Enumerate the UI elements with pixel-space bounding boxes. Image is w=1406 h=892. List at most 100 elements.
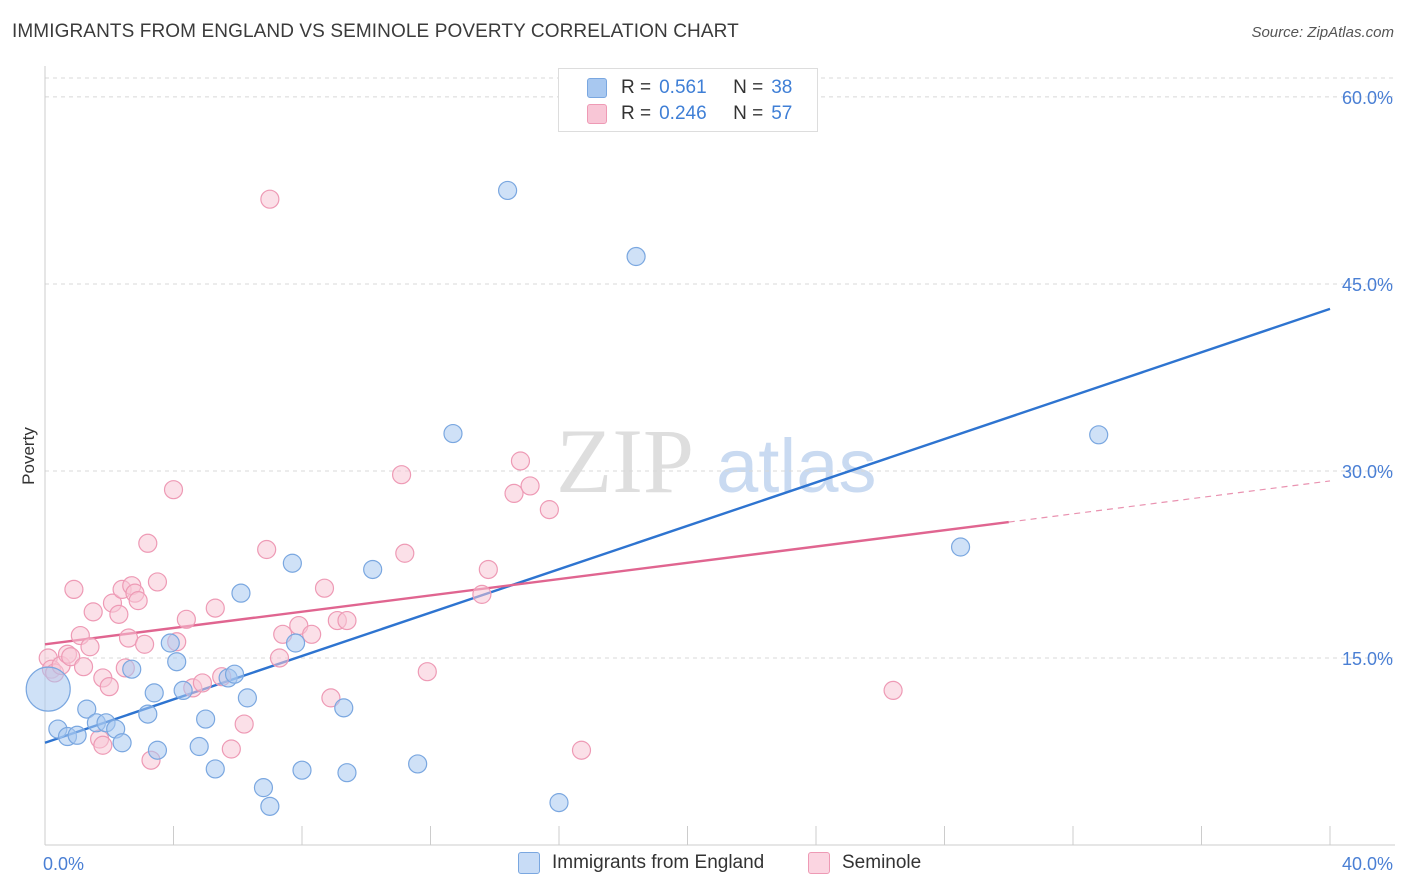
legend-n-value: 38 [771, 77, 793, 98]
data-point [443, 423, 463, 444]
data-point [417, 662, 437, 682]
data-point [257, 539, 277, 560]
data-point [292, 760, 312, 780]
data-point [138, 533, 158, 553]
trend-line [44, 307, 1331, 744]
data-point [269, 648, 290, 668]
data-point [883, 680, 903, 701]
legend-r-label: R = [621, 103, 652, 124]
data-point [67, 725, 87, 745]
data-point [109, 604, 129, 624]
data-point [196, 709, 216, 729]
data-point [192, 673, 213, 693]
legend-item-england[interactable]: Immigrants from England [518, 852, 764, 874]
trend-lines [44, 307, 1331, 744]
data-point [498, 180, 518, 201]
data-point [314, 578, 335, 598]
data-point [571, 740, 592, 760]
data-point [391, 465, 412, 485]
legend-n-label: N = [733, 103, 764, 124]
data-point [83, 602, 103, 622]
trend-line-extension [1008, 480, 1331, 523]
data-point [122, 659, 142, 679]
data-point [173, 680, 193, 701]
data-point [285, 633, 306, 653]
legend-item-seminole[interactable]: Seminole [808, 852, 921, 874]
data-point [520, 476, 540, 496]
data-point [128, 591, 148, 611]
data-point [77, 699, 97, 719]
data-point [231, 583, 251, 603]
data-point [253, 778, 274, 798]
data-point [539, 500, 559, 520]
data-points [25, 180, 1109, 816]
legend-label-seminole: Seminole [842, 852, 922, 873]
legend-r-value: 0.561 [659, 77, 707, 98]
legend-swatch-england [587, 78, 607, 98]
x-tick-label: 40.0% [1342, 854, 1393, 874]
data-point [282, 553, 302, 573]
legend-r-label: R = [621, 77, 652, 98]
axes [44, 66, 1395, 846]
data-point [478, 559, 498, 580]
gridlines [45, 77, 1395, 659]
data-point [224, 664, 245, 684]
data-point [408, 754, 428, 774]
watermark-atlas: atlas [716, 424, 877, 509]
y-tick-label: 15.0% [1342, 649, 1393, 669]
data-point [176, 609, 196, 629]
data-point [112, 733, 132, 753]
data-point [626, 246, 646, 267]
series-legend: Immigrants from England Seminole [0, 852, 1406, 878]
x-tick-label: 0.0% [43, 854, 84, 874]
data-point [118, 628, 139, 648]
tick-labels: 15.0% 30.0% 45.0% 60.0% 0.0% 40.0% [43, 88, 1393, 874]
data-point [260, 796, 280, 816]
data-point [163, 480, 184, 500]
data-point [234, 714, 254, 734]
data-point [337, 763, 357, 783]
chart-title: IMMIGRANTS FROM ENGLAND VS SEMINOLE POVE… [12, 21, 739, 42]
legend-swatch-seminole [808, 852, 830, 874]
data-point [221, 739, 241, 759]
y-axis-label: Poverty [19, 427, 38, 485]
watermark: ZIP atlas [556, 410, 877, 512]
y-tick-label: 30.0% [1342, 462, 1393, 482]
trend-line [44, 520, 1009, 646]
legend-row-seminole: R = 0.246 N = 57 [559, 101, 792, 127]
legend-swatch-england [518, 852, 540, 874]
data-point [147, 740, 168, 760]
legend-n-label: N = [733, 77, 764, 98]
data-point [472, 584, 492, 604]
data-point [61, 647, 81, 667]
data-point [334, 698, 354, 718]
data-point [80, 637, 100, 657]
data-point [302, 624, 322, 644]
data-point [99, 677, 119, 697]
data-point [147, 572, 168, 592]
data-point [205, 759, 225, 779]
data-point [549, 793, 569, 813]
data-point [395, 543, 415, 563]
legend-r-value: 0.246 [659, 103, 707, 124]
data-point [510, 451, 531, 471]
data-point [321, 688, 341, 708]
data-point [504, 483, 524, 504]
data-point [160, 633, 180, 653]
data-point [205, 598, 225, 618]
data-point [138, 704, 158, 724]
watermark-zip: ZIP [556, 410, 694, 512]
y-tick-label: 60.0% [1342, 88, 1393, 108]
legend-n-value: 57 [771, 103, 793, 124]
source-label: Source: ZipAtlas.com [1251, 24, 1394, 41]
data-point [337, 610, 357, 631]
legend-label-england: Immigrants from England [552, 852, 765, 873]
data-point [1089, 425, 1109, 445]
correlation-legend: R = 0.561 N = 38 R = 0.246 N = 57 [558, 68, 818, 132]
data-point [189, 736, 209, 757]
data-point [167, 652, 187, 672]
data-point [144, 683, 164, 703]
data-point [363, 559, 383, 580]
data-point [93, 735, 113, 755]
